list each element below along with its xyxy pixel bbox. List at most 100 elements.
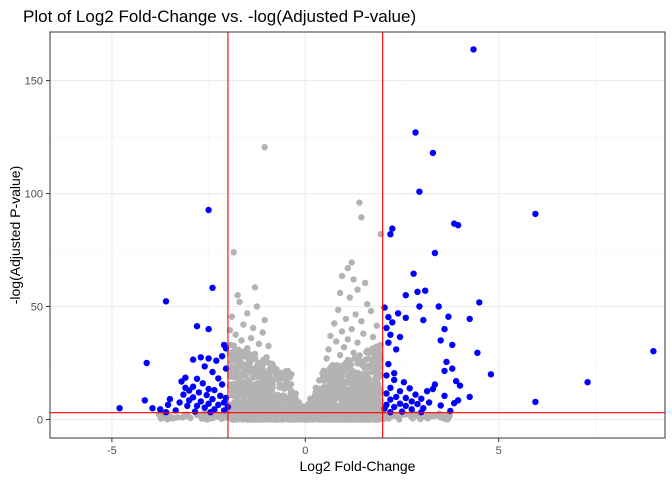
data-point-nonsignificant [346,294,353,301]
data-point-significant [203,391,210,399]
data-point-nonsignificant [267,386,274,394]
data-point-nonsignificant [244,345,251,352]
data-point-significant [451,400,458,407]
data-point-nonsignificant [236,298,243,306]
data-point-significant [408,398,415,405]
data-point-nonsignificant [261,377,268,385]
data-point-nonsignificant [367,307,375,315]
data-point-significant [143,359,150,367]
data-point-nonsignificant [274,400,282,407]
data-point-nonsignificant [356,199,363,206]
data-point-nonsignificant [375,384,382,391]
data-point-nonsignificant [335,371,342,378]
data-point-nonsignificant [344,336,351,343]
data-point-nonsignificant [372,414,379,421]
data-point-nonsignificant [238,337,245,344]
data-point-nonsignificant [304,416,311,423]
data-point-significant [414,288,421,295]
data-point-significant [423,388,431,395]
data-point-nonsignificant [169,415,176,422]
data-point-nonsignificant [369,333,377,341]
data-point-nonsignificant [315,395,322,403]
data-point-significant [412,129,419,136]
data-point-nonsignificant [377,355,384,362]
data-point-significant [449,365,456,372]
data-point-significant [205,400,212,407]
data-point-nonsignificant [247,402,255,410]
data-point-significant [431,249,439,257]
data-point-nonsignificant [232,331,239,338]
data-point-nonsignificant [354,339,361,346]
data-point-nonsignificant [346,365,353,372]
data-point-nonsignificant [380,415,388,423]
data-point-significant [391,403,398,411]
data-point-nonsignificant [340,393,348,401]
data-point-nonsignificant [364,301,371,308]
data-point-nonsignificant [253,384,261,391]
data-point-significant [205,385,212,393]
data-point-significant [197,354,204,361]
data-point-nonsignificant [333,381,340,388]
data-point-significant [191,408,199,415]
data-point-nonsignificant [245,350,252,357]
data-point-nonsignificant [408,412,415,420]
data-point-nonsignificant [324,393,331,400]
data-point-significant [416,188,423,195]
data-point-significant [532,398,539,406]
data-point-significant [172,407,179,414]
data-point-significant [387,231,394,238]
data-point-nonsignificant [336,351,344,359]
data-point-nonsignificant [331,391,338,398]
data-point-significant [180,391,187,398]
data-point-significant [164,401,172,408]
data-point-significant [193,375,201,382]
data-point-nonsignificant [274,391,281,399]
data-point-significant [408,406,415,413]
data-point-significant [456,382,464,389]
y-axis-title: -log(Adjusted P-value) [7,166,23,305]
data-point-nonsignificant [261,144,268,151]
data-point-significant [385,313,392,321]
data-point-nonsignificant [255,340,263,347]
y-tick-label: 0 [37,414,43,426]
data-point-significant [162,298,170,305]
data-point-nonsignificant [376,402,384,410]
data-point-significant [420,316,427,324]
data-point-nonsignificant [338,379,346,386]
data-point-significant [220,399,228,406]
data-point-significant [398,408,406,415]
data-point-significant [396,333,404,341]
data-point-significant [205,355,212,362]
data-point-nonsignificant [249,374,257,381]
data-point-significant [186,397,193,404]
data-point-nonsignificant [273,372,280,379]
data-point-nonsignificant [269,360,276,368]
data-point-nonsignificant [354,286,361,293]
data-point-nonsignificant [247,334,255,342]
data-point-nonsignificant [234,415,241,422]
data-point-nonsignificant [263,354,270,361]
data-point-significant [220,407,228,414]
data-point-significant [393,393,400,401]
data-point-significant [466,393,473,401]
data-point-nonsignificant [280,392,288,399]
data-point-nonsignificant [251,284,259,291]
data-point-nonsignificant [277,405,285,412]
data-point-nonsignificant [265,393,272,401]
data-point-nonsignificant [254,400,262,408]
data-point-nonsignificant [268,414,275,421]
data-point-nonsignificant [261,316,268,324]
data-point-nonsignificant [249,324,257,332]
data-point-significant [470,46,477,53]
data-point-significant [441,392,448,399]
data-point-significant [396,400,404,407]
data-point-nonsignificant [364,408,371,415]
data-point-nonsignificant [424,415,432,422]
data-point-nonsignificant [348,259,355,266]
data-point-nonsignificant [232,398,239,405]
data-point-significant [197,398,204,405]
data-point-nonsignificant [367,381,375,388]
data-point-significant [402,292,409,299]
data-point-nonsignificant [350,276,357,283]
